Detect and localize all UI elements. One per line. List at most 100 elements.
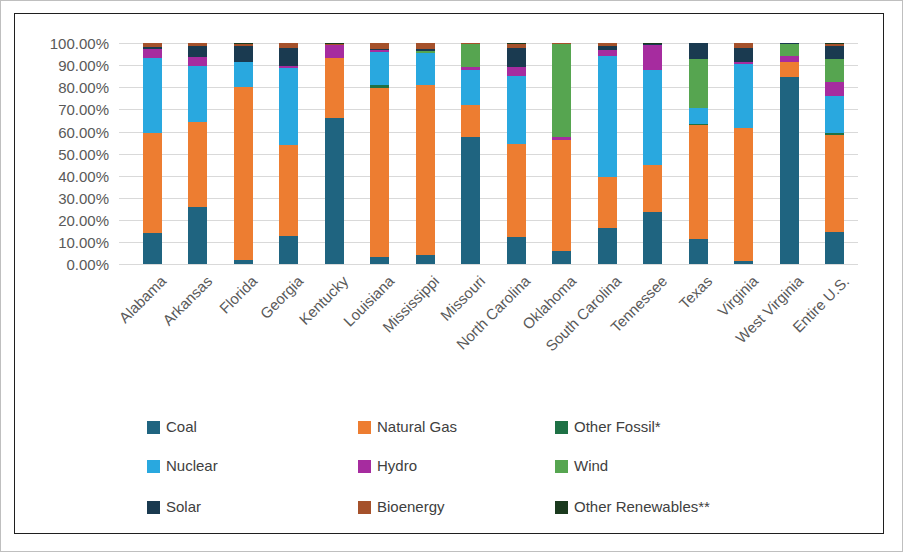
bar-segment-natural-gas[interactable] [780,62,799,76]
bar-segment-hydro[interactable] [143,49,162,58]
bar-west-virginia[interactable] [780,43,799,264]
bar-segment-hydro[interactable] [461,67,480,70]
bar-segment-nuclear[interactable] [416,53,435,86]
bar-segment-natural-gas[interactable] [279,145,298,236]
bar-segment-bioenergy[interactable] [552,43,571,44]
bar-segment-bioenergy[interactable] [279,43,298,48]
bar-segment-other-fossil-[interactable] [825,133,844,135]
bar-segment-natural-gas[interactable] [370,88,389,256]
bar-segment-natural-gas[interactable] [143,133,162,233]
bar-segment-bioenergy[interactable] [370,43,389,49]
bar-segment-coal[interactable] [643,212,662,264]
bar-segment-solar[interactable] [370,49,389,50]
bar-segment-natural-gas[interactable] [825,135,844,232]
bar-segment-wind[interactable] [552,44,571,137]
bar-segment-coal[interactable] [188,207,207,265]
bar-tennessee[interactable] [643,43,662,264]
bar-mississippi[interactable] [416,43,435,264]
bar-segment-bioenergy[interactable] [234,44,253,46]
bar-segment-coal[interactable] [325,118,344,265]
bar-segment-other-fossil-[interactable] [689,124,708,125]
bar-segment-natural-gas[interactable] [552,140,571,251]
bar-georgia[interactable] [279,43,298,264]
bar-segment-nuclear[interactable] [279,68,298,144]
bar-segment-wind[interactable] [825,59,844,83]
bar-segment-solar[interactable] [507,48,526,67]
bar-segment-coal[interactable] [689,239,708,264]
bar-segment-solar[interactable] [416,49,435,51]
bar-segment-bioenergy[interactable] [188,43,207,46]
bar-oklahoma[interactable] [552,43,571,264]
bar-segment-bioenergy[interactable] [325,43,344,44]
bar-texas[interactable] [689,43,708,264]
bar-segment-hydro[interactable] [598,50,617,56]
bar-segment-coal[interactable] [552,251,571,264]
bar-segment-natural-gas[interactable] [325,58,344,118]
bar-segment-solar[interactable] [234,46,253,62]
bar-segment-bioenergy[interactable] [825,44,844,46]
bar-segment-wind[interactable] [416,51,435,53]
bar-segment-hydro[interactable] [279,66,298,68]
bar-florida[interactable] [234,43,253,264]
bar-segment-wind[interactable] [780,44,799,56]
bar-segment-natural-gas[interactable] [461,105,480,137]
legend-item-bioenergy[interactable]: Bioenergy [358,499,445,515]
bar-segment-solar[interactable] [689,43,708,58]
bar-segment-hydro[interactable] [643,45,662,70]
bar-segment-coal[interactable] [461,137,480,264]
legend-item-natural-gas[interactable]: Natural Gas [358,419,457,435]
chart-frame[interactable]: 100.00%90.00%80.00%70.00%60.00%50.00%40.… [14,13,884,534]
legend-item-nuclear[interactable]: Nuclear [147,458,218,474]
bar-segment-coal[interactable] [734,261,753,264]
bar-segment-wind[interactable] [461,44,480,67]
bar-segment-natural-gas[interactable] [734,128,753,261]
bar-arkansas[interactable] [188,43,207,264]
bar-segment-bioenergy[interactable] [416,43,435,49]
bar-segment-solar[interactable] [734,48,753,62]
bar-segment-coal[interactable] [234,260,253,264]
bar-segment-natural-gas[interactable] [507,144,526,237]
bar-segment-solar[interactable] [780,43,799,44]
bar-segment-nuclear[interactable] [825,96,844,133]
bar-segment-coal[interactable] [507,237,526,265]
bar-segment-natural-gas[interactable] [689,125,708,239]
bar-segment-bioenergy[interactable] [143,43,162,47]
bar-segment-hydro[interactable] [370,50,389,52]
bar-segment-bioenergy[interactable] [461,43,480,44]
bar-entire-u-s-[interactable] [825,43,844,264]
legend-item-wind[interactable]: Wind [555,458,608,474]
bar-segment-coal[interactable] [825,232,844,265]
bar-virginia[interactable] [734,43,753,264]
bar-segment-natural-gas[interactable] [188,122,207,207]
bar-segment-nuclear[interactable] [734,64,753,128]
bar-segment-nuclear[interactable] [598,56,617,177]
bar-segment-hydro[interactable] [780,56,799,63]
bar-segment-wind[interactable] [689,59,708,109]
bar-segment-hydro[interactable] [734,62,753,65]
bar-segment-hydro[interactable] [325,45,344,58]
bar-missouri[interactable] [461,43,480,264]
legend-item-coal[interactable]: Coal [147,419,197,435]
bar-segment-hydro[interactable] [507,67,526,75]
bar-segment-hydro[interactable] [188,57,207,66]
bar-segment-solar[interactable] [598,46,617,50]
bar-segment-solar[interactable] [143,47,162,49]
bar-segment-hydro[interactable] [825,82,844,96]
bar-segment-bioenergy[interactable] [507,44,526,48]
bar-north-carolina[interactable] [507,43,526,264]
bar-segment-solar[interactable] [643,44,662,46]
legend-item-solar[interactable]: Solar [147,499,201,515]
bar-segment-nuclear[interactable] [370,52,389,85]
bar-segment-solar[interactable] [825,46,844,59]
bar-segment-nuclear[interactable] [689,108,708,124]
bar-segment-coal[interactable] [598,228,617,265]
bar-segment-hydro[interactable] [552,137,571,141]
bar-segment-bioenergy[interactable] [734,43,753,48]
bar-segment-other-renewables-[interactable] [825,43,844,44]
bar-segment-coal[interactable] [279,236,298,264]
bar-segment-nuclear[interactable] [234,62,253,87]
bar-segment-nuclear[interactable] [461,70,480,105]
bar-segment-natural-gas[interactable] [234,87,253,260]
bar-segment-nuclear[interactable] [507,76,526,144]
bar-segment-other-renewables-[interactable] [507,43,526,44]
